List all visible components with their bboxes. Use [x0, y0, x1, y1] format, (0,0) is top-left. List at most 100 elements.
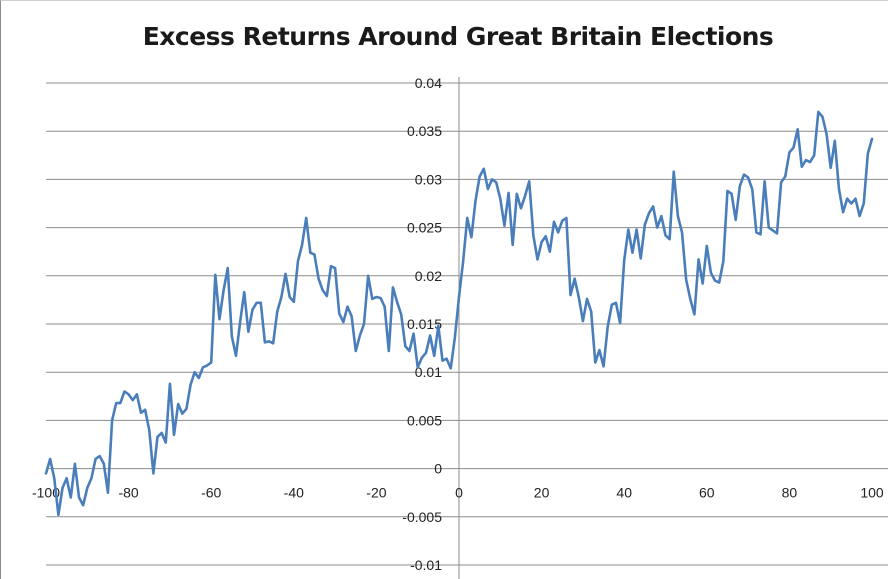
- gridlines: [46, 82, 888, 566]
- data-point: [825, 133, 828, 135]
- data-point: [503, 225, 506, 227]
- data-point: [648, 212, 650, 214]
- data-point: [607, 326, 609, 328]
- data-point: [809, 161, 811, 163]
- data-point: [384, 306, 386, 308]
- data-point: [859, 215, 861, 217]
- y-tick-label: 0.03: [415, 171, 442, 187]
- data-point: [590, 310, 592, 313]
- data-point: [813, 154, 815, 156]
- data-point: [450, 367, 452, 369]
- x-tick-label: 60: [699, 485, 715, 501]
- data-point: [578, 296, 580, 298]
- data-point: [363, 323, 365, 325]
- data-point: [520, 207, 522, 209]
- data-point: [173, 434, 175, 436]
- data-point: [412, 333, 415, 335]
- data-point: [49, 458, 51, 460]
- data-point: [483, 168, 485, 170]
- series-group: [44, 110, 874, 517]
- data-point: [479, 175, 481, 178]
- data-point: [557, 231, 559, 234]
- data-point: [330, 265, 332, 267]
- x-tick-label: 20: [534, 485, 550, 501]
- data-point: [194, 371, 196, 373]
- data-point: [280, 296, 283, 298]
- data-point: [272, 342, 274, 344]
- data-point: [161, 432, 163, 434]
- data-point: [842, 211, 844, 213]
- data-point: [338, 312, 340, 314]
- data-point: [594, 361, 596, 364]
- data-point: [714, 280, 716, 282]
- data-point: [549, 251, 551, 253]
- data-point: [644, 224, 646, 226]
- data-point: [710, 272, 712, 274]
- data-point: [792, 146, 795, 149]
- data-point: [400, 313, 402, 315]
- data-point: [128, 393, 130, 395]
- data-point: [144, 409, 146, 411]
- data-point: [854, 198, 857, 200]
- data-point: [462, 260, 464, 262]
- data-point: [466, 217, 468, 219]
- data-point: [82, 504, 84, 506]
- data-point: [433, 355, 435, 357]
- data-point: [66, 477, 68, 479]
- data-point: [801, 166, 803, 168]
- data-point: [293, 301, 295, 303]
- data-point: [74, 463, 76, 465]
- data-point: [61, 487, 64, 489]
- data-point: [541, 241, 543, 243]
- data-point: [507, 192, 510, 194]
- data-point: [218, 318, 221, 320]
- data-point: [627, 228, 629, 231]
- data-point: [297, 260, 299, 262]
- data-point: [834, 140, 836, 142]
- data-point: [536, 258, 539, 261]
- data-point: [148, 429, 150, 431]
- data-point: [198, 377, 200, 379]
- data-point: [615, 302, 617, 304]
- data-point: [491, 178, 493, 180]
- data-point: [867, 152, 869, 154]
- data-point: [474, 200, 477, 202]
- x-tick-label: 80: [782, 485, 798, 501]
- data-point: [863, 202, 865, 205]
- data-point: [821, 116, 824, 118]
- data-point: [305, 217, 307, 219]
- data-point: [289, 296, 291, 298]
- x-tick-label: 100: [860, 485, 884, 501]
- data-point: [499, 198, 501, 200]
- data-point: [784, 175, 786, 178]
- data-point: [697, 258, 700, 261]
- data-point: [702, 282, 704, 285]
- data-point: [417, 366, 419, 368]
- data-point: [222, 289, 225, 291]
- data-point: [355, 350, 357, 352]
- x-tick-labels: -100 -80 -60 -40 -20 0 20 40 60 80 100: [32, 485, 884, 501]
- data-point: [660, 215, 662, 217]
- data-point: [664, 234, 667, 236]
- data-point: [553, 221, 555, 223]
- data-point: [871, 138, 873, 140]
- data-point: [582, 320, 584, 322]
- x-tick-label: -80: [118, 485, 138, 501]
- y-tick-label: 0.04: [415, 75, 442, 91]
- data-point: [351, 315, 353, 317]
- data-point: [726, 190, 729, 192]
- axes: [46, 77, 888, 579]
- data-point: [441, 360, 444, 362]
- data-point: [86, 487, 88, 489]
- data-point: [260, 302, 262, 304]
- data-point: [276, 310, 278, 313]
- data-point: [598, 349, 601, 351]
- data-point: [747, 176, 749, 179]
- data-point: [640, 257, 642, 260]
- data-point: [367, 275, 369, 277]
- data-point: [780, 181, 782, 183]
- data-point: [53, 477, 55, 479]
- data-point: [830, 167, 832, 169]
- data-point: [602, 365, 605, 368]
- data-point: [561, 220, 563, 222]
